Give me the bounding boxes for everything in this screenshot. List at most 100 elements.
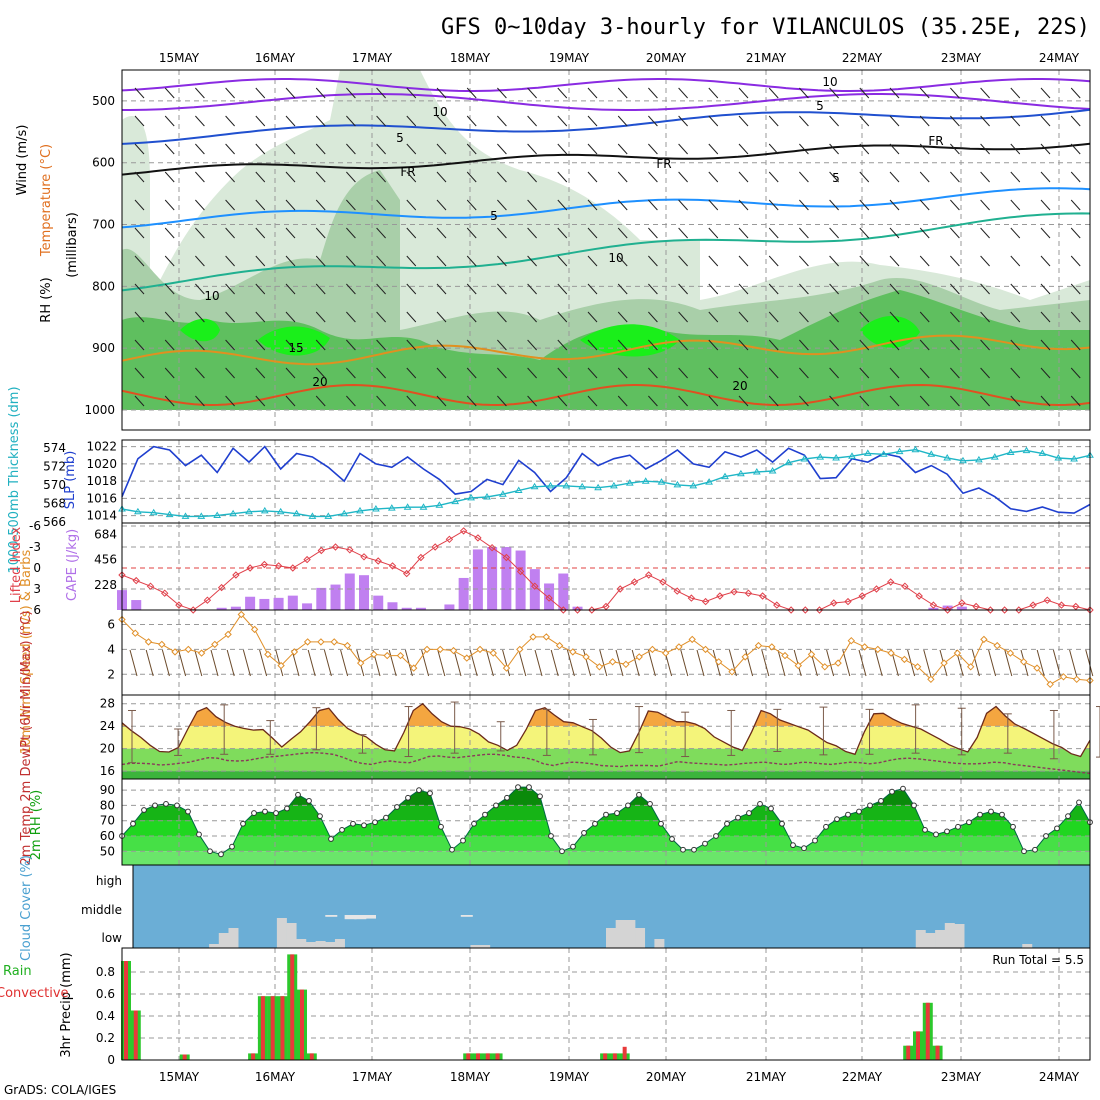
temp-tick-label: 24 <box>100 719 115 733</box>
wind-barb <box>950 367 960 379</box>
thickness-marker <box>546 481 555 489</box>
wind-barb <box>1040 199 1051 211</box>
thickness-marker <box>514 486 523 493</box>
wind-barb <box>1010 171 1021 183</box>
thickness-marker <box>149 508 158 516</box>
rh2m-label: 2m RH (%) <box>29 790 44 861</box>
low-cloud-bar <box>654 939 665 948</box>
wind-barb <box>497 255 507 267</box>
lifted-index-marker <box>744 589 753 597</box>
wind-barb <box>1010 395 1021 407</box>
rh-marker <box>163 801 169 807</box>
wind-speed-marker <box>874 645 882 654</box>
wind-barb <box>768 143 779 155</box>
rh-marker <box>647 801 653 807</box>
cape-tick-label: 456 <box>94 553 117 567</box>
wind-barb <box>406 87 417 99</box>
wind-barb <box>406 311 417 323</box>
wind-barb <box>799 339 809 351</box>
lifted-index-marker <box>872 585 881 593</box>
wind-barb <box>315 367 326 379</box>
wind-barb <box>255 255 266 267</box>
rh-marker <box>339 826 345 833</box>
wind10m-barb <box>388 649 397 677</box>
wind-barb <box>799 395 809 407</box>
wind-barb <box>919 87 930 99</box>
thickness-marker <box>419 503 428 510</box>
wind-barb <box>799 143 809 155</box>
isotherm-label: FR <box>656 157 671 171</box>
wind-barb <box>648 255 658 267</box>
wind-barb <box>436 115 447 127</box>
wind-barb <box>255 87 266 99</box>
bottom-date-label: 16MAY <box>255 1070 296 1084</box>
wind10m-barb <box>259 649 268 677</box>
wind10m-barb <box>194 649 203 677</box>
wind-speed-marker <box>887 649 895 657</box>
rh-marker <box>658 820 664 827</box>
wind-barb <box>1040 87 1051 99</box>
wind-barb <box>799 311 809 323</box>
cape-bar <box>387 602 398 610</box>
rh-marker <box>680 846 686 853</box>
wind-speed-marker <box>1059 673 1068 681</box>
wind-speed-marker <box>794 661 803 670</box>
wind-barb <box>648 115 658 127</box>
cape-bar <box>316 587 327 610</box>
thickness-marker <box>705 478 713 485</box>
wind-speed-marker <box>1019 658 1028 666</box>
wind-barb <box>617 395 628 407</box>
rh-marker <box>427 790 433 797</box>
rh-band <box>122 820 1090 836</box>
pressure-tick-label: 600 <box>92 156 115 170</box>
thickness-marker <box>483 493 491 500</box>
lifted-index-marker <box>915 592 923 600</box>
wind-speed-marker <box>131 629 140 637</box>
wind-barb <box>678 339 688 351</box>
wind-speed-marker <box>608 658 617 666</box>
wind-barb <box>829 367 839 379</box>
wind-barb <box>466 199 477 211</box>
lifted-index-marker <box>830 599 838 607</box>
wind-barb <box>376 87 386 99</box>
wind10m-panel: 2 4 6 <box>107 609 1094 696</box>
wind-barb <box>678 311 688 323</box>
wind10m-barb <box>971 649 980 677</box>
lifted-index-marker <box>1029 601 1037 609</box>
wind10m-barb <box>1036 649 1045 677</box>
wind-barb <box>557 311 568 323</box>
thickness-marker <box>197 512 206 519</box>
wind-barb <box>648 143 658 155</box>
lifted-index-marker <box>773 601 781 609</box>
rh-marker <box>889 788 895 795</box>
wind-barb <box>164 311 175 323</box>
rh-tick-label: 60 <box>100 829 115 843</box>
cape-bar <box>259 598 270 610</box>
isotherm-label: 20 <box>312 375 327 389</box>
low-cloud-bar <box>935 930 946 948</box>
slp-tick-label: 1020 <box>86 457 117 471</box>
wind-barb <box>315 339 326 351</box>
wind-barb <box>497 143 507 155</box>
wind-barb <box>1070 367 1081 379</box>
wind-speed-marker <box>409 664 418 672</box>
wind-barb <box>557 143 568 155</box>
bottom-date-label: 22MAY <box>842 1070 883 1084</box>
wind-barb <box>1010 367 1021 379</box>
wind-barb <box>678 255 688 267</box>
wind10m-barb <box>631 649 640 677</box>
wind-barb <box>708 395 719 407</box>
wind-barb <box>376 395 386 407</box>
lifted-index-marker <box>531 582 539 590</box>
slp-thickness-panel: 1014 1016 1018 1020 1022 566 568 570 572 574 <box>43 439 1094 529</box>
wind-barb <box>738 339 749 351</box>
mid-cloud-bar <box>364 915 376 919</box>
wind-barb <box>859 171 870 183</box>
wind-barb <box>527 283 537 295</box>
wind-barb <box>1010 115 1021 127</box>
wind-speed-marker <box>343 641 352 650</box>
wind-barb <box>799 87 809 99</box>
wind-speed-marker <box>250 625 259 634</box>
thickness-marker <box>752 468 761 475</box>
